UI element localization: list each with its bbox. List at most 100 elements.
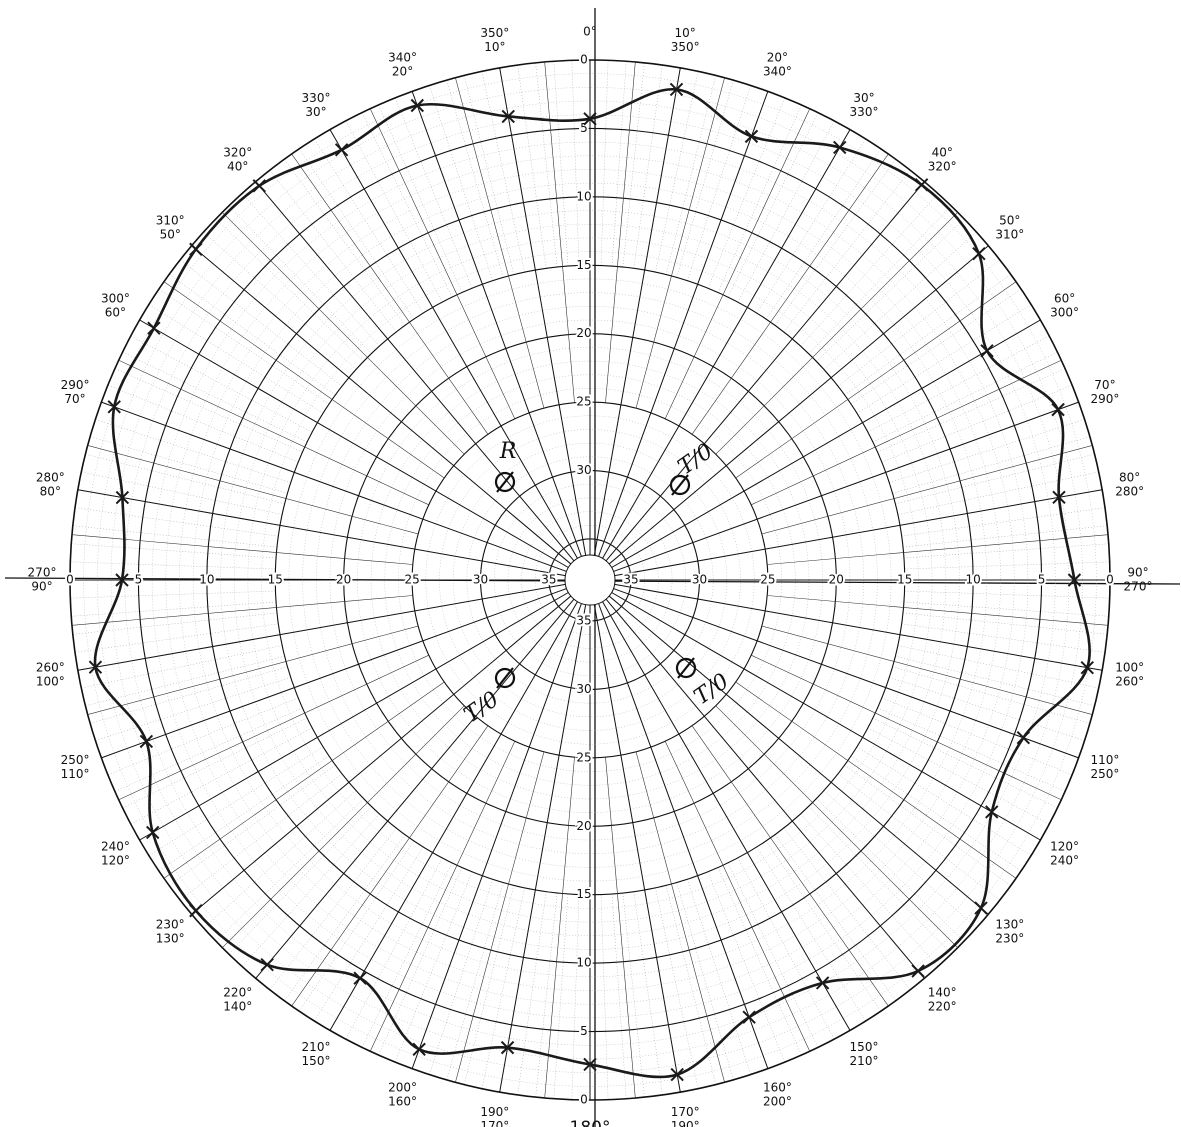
- minor-spoke: [633, 891, 663, 1095]
- angle-label-alt: 170°: [480, 1119, 509, 1127]
- minor-spoke: [169, 764, 336, 886]
- angle-label: 230°: [156, 918, 185, 932]
- minor-spoke: [107, 385, 299, 463]
- minor-spoke: [553, 893, 569, 1099]
- angle-label-alt: 60°: [105, 306, 126, 320]
- minor-spoke: [284, 834, 406, 1001]
- r-tick-label: 35: [541, 573, 556, 587]
- minor-spoke: [600, 60, 609, 266]
- minor-spoke: [72, 612, 278, 635]
- half-spoke: [691, 153, 889, 435]
- angle-label: 40°: [932, 146, 953, 160]
- measure-point: [501, 109, 515, 124]
- minor-spoke: [903, 543, 1109, 559]
- minor-spoke: [85, 655, 285, 706]
- angle-label: 300°: [101, 292, 130, 306]
- half-spoke: [635, 751, 725, 1083]
- measure-point: [1051, 402, 1065, 417]
- r-tick-label: 10: [966, 573, 981, 587]
- angle-label-alt: 140°: [223, 999, 252, 1013]
- minor-spoke: [633, 65, 663, 269]
- minor-spoke: [774, 159, 896, 326]
- minor-spoke: [808, 806, 952, 955]
- minor-spoke: [464, 75, 515, 275]
- half-spoke: [455, 77, 545, 409]
- spoke: [329, 129, 578, 559]
- angle-label-alt: 100°: [36, 675, 65, 689]
- angle-label: 10°: [675, 26, 696, 40]
- angle-label: 60°: [1054, 292, 1075, 306]
- minor-spoke: [902, 525, 1108, 548]
- minor-spoke: [517, 891, 547, 1095]
- r-tick-label: 20: [576, 326, 591, 340]
- minor-spoke: [95, 419, 291, 483]
- minor-spoke: [535, 62, 558, 268]
- half-spoke: [118, 359, 429, 506]
- measure-point: [1052, 490, 1066, 505]
- angle-label-alt: 320°: [928, 160, 957, 174]
- angle-label: 0°: [583, 25, 597, 39]
- minor-spoke: [535, 892, 558, 1098]
- spoke: [593, 604, 681, 1093]
- minor-spoke: [774, 834, 896, 1001]
- minor-spoke: [114, 368, 303, 453]
- angle-label-alt: 300°: [1050, 306, 1079, 320]
- minor-spoke: [904, 590, 1110, 599]
- minor-spoke: [676, 882, 734, 1080]
- angle-label: 290°: [61, 378, 90, 392]
- half-spoke: [369, 108, 516, 419]
- minor-spoke: [169, 274, 336, 396]
- r-tick-label: 25: [760, 573, 775, 587]
- minor-spoke: [114, 707, 303, 792]
- spoke: [139, 319, 569, 568]
- angle-label-alt: 310°: [995, 227, 1024, 241]
- r-tick-label: 15: [268, 573, 283, 587]
- spoke: [593, 67, 681, 556]
- r-tick-label: 30: [576, 682, 591, 696]
- minor-spoke: [345, 120, 443, 303]
- angle-label: 110°: [1090, 753, 1119, 767]
- r-tick-label: 25: [576, 750, 591, 764]
- spoke: [101, 401, 567, 572]
- minor-spoke: [844, 764, 1011, 886]
- r-tick-label: 0: [580, 53, 588, 67]
- half-spoke: [544, 757, 575, 1099]
- minor-spoke: [895, 655, 1095, 706]
- grid: [69, 59, 1111, 1101]
- spoke: [77, 489, 566, 577]
- angle-label-alt: 340°: [763, 65, 792, 79]
- minor-spoke: [90, 436, 288, 494]
- minor-spoke: [655, 887, 699, 1089]
- minor-spoke: [816, 798, 965, 942]
- half-spoke: [751, 654, 1062, 801]
- r-tick-label: 10: [576, 189, 591, 203]
- half-spoke: [163, 281, 445, 479]
- annotation: T/0: [690, 669, 734, 710]
- minor-spoke: [122, 717, 308, 809]
- angle-label: 310°: [156, 213, 185, 227]
- minor-spoke: [130, 727, 313, 825]
- annotation: R: [499, 439, 517, 464]
- half-spoke: [222, 705, 465, 948]
- r-tick-label: 30: [576, 463, 591, 477]
- minor-spoke: [269, 170, 397, 333]
- minor-spoke: [676, 80, 734, 278]
- measure-point: [744, 129, 759, 144]
- minor-spoke: [517, 65, 547, 269]
- minor-spoke: [897, 471, 1099, 515]
- minor-spoke: [481, 887, 525, 1089]
- angle-label-alt: 250°: [1090, 767, 1119, 781]
- minor-spoke: [361, 112, 453, 298]
- minor-spoke: [180, 773, 343, 901]
- half-spoke: [635, 77, 725, 409]
- angle-label-alt: 280°: [1115, 484, 1144, 498]
- minor-spoke: [481, 71, 525, 273]
- angle-label-alt: 210°: [850, 1054, 879, 1068]
- r-tick-label: 20: [576, 819, 591, 833]
- r-tick-label: 15: [897, 573, 912, 587]
- measure-point: [334, 143, 349, 157]
- minor-spoke: [902, 612, 1108, 635]
- minor-spoke: [823, 790, 977, 929]
- minor-spoke: [837, 773, 1000, 901]
